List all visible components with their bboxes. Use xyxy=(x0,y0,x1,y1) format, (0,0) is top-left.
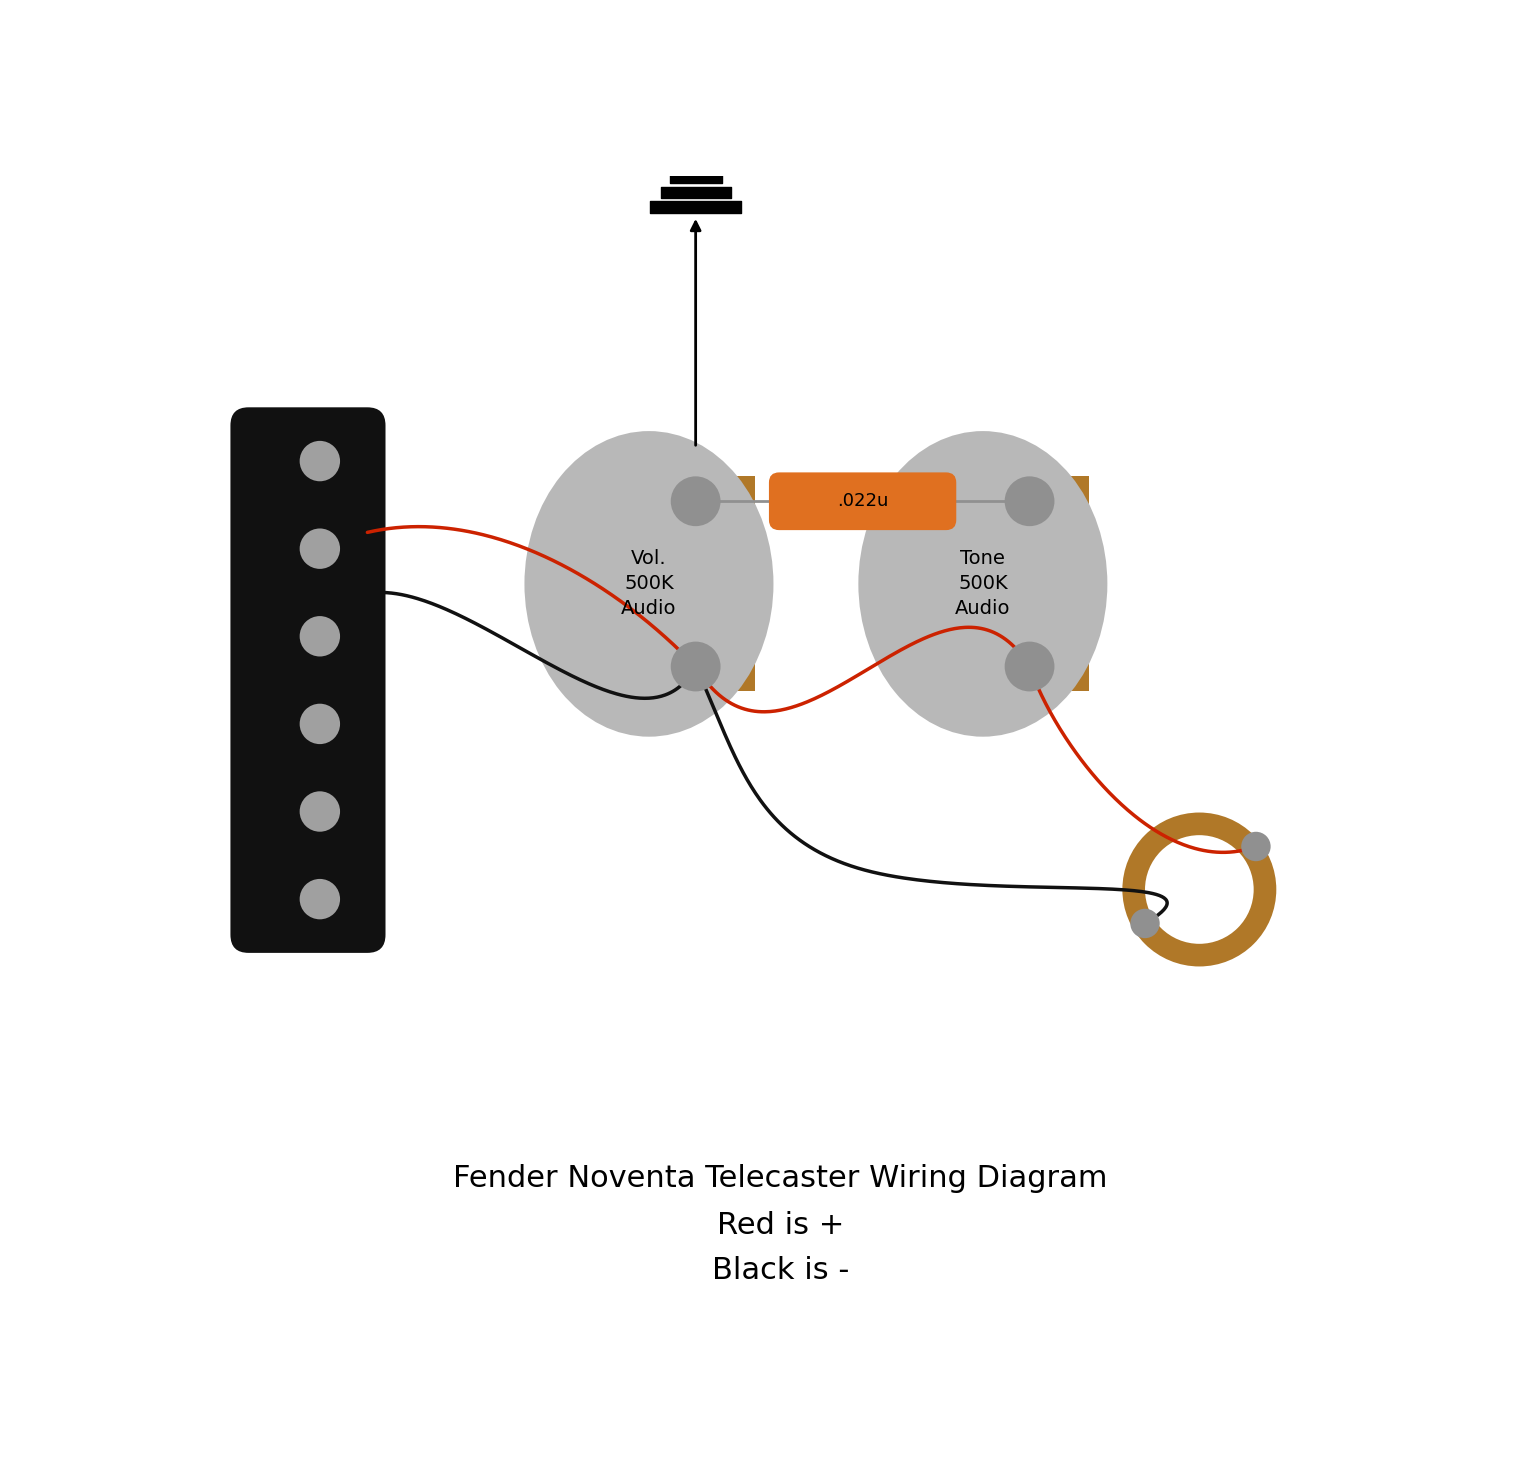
FancyBboxPatch shape xyxy=(769,472,956,531)
Circle shape xyxy=(1005,476,1054,526)
FancyBboxPatch shape xyxy=(670,476,755,691)
Ellipse shape xyxy=(524,431,774,736)
Text: Fender Noventa Telecaster Wiring Diagram: Fender Noventa Telecaster Wiring Diagram xyxy=(454,1164,1107,1192)
Circle shape xyxy=(1122,813,1276,966)
Circle shape xyxy=(670,476,720,526)
Circle shape xyxy=(1005,641,1054,691)
Circle shape xyxy=(1130,908,1159,938)
Text: Black is -: Black is - xyxy=(711,1257,850,1285)
FancyBboxPatch shape xyxy=(230,407,385,953)
Text: .022u: .022u xyxy=(838,492,888,510)
Circle shape xyxy=(300,791,340,832)
Circle shape xyxy=(300,879,340,919)
Text: Vol.
500K
Audio: Vol. 500K Audio xyxy=(621,550,676,619)
FancyBboxPatch shape xyxy=(1004,476,1089,691)
Circle shape xyxy=(300,704,340,744)
Ellipse shape xyxy=(859,431,1107,736)
Circle shape xyxy=(300,529,340,569)
Text: Red is +: Red is + xyxy=(717,1211,844,1241)
Circle shape xyxy=(670,641,720,691)
Circle shape xyxy=(1145,835,1253,944)
Circle shape xyxy=(300,616,340,657)
Text: Tone
500K
Audio: Tone 500K Audio xyxy=(955,550,1011,619)
Circle shape xyxy=(300,441,340,481)
Circle shape xyxy=(1241,832,1270,861)
